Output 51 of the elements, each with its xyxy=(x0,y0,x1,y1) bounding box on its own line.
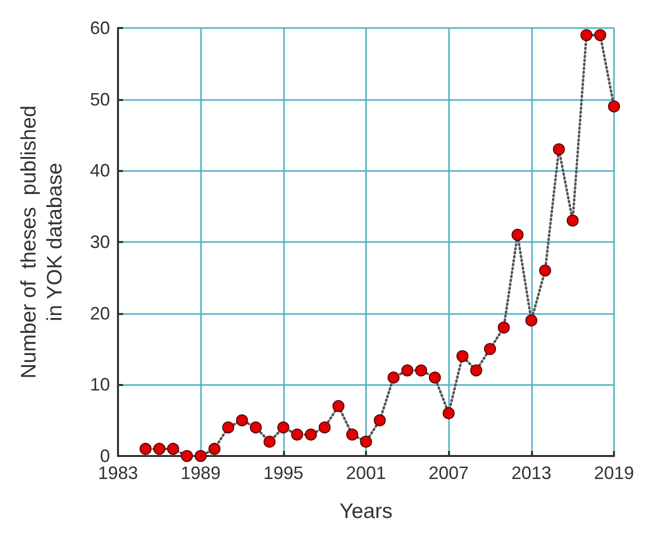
point xyxy=(304,428,317,441)
point xyxy=(470,364,482,376)
point xyxy=(566,214,579,227)
point xyxy=(180,450,193,462)
point xyxy=(332,400,344,412)
y-tick-label: 10 xyxy=(90,374,110,395)
point xyxy=(552,143,565,156)
x-tick-label: 1983 xyxy=(98,463,138,483)
y-tick-label: 60 xyxy=(90,18,110,38)
point xyxy=(291,428,304,441)
point xyxy=(277,421,290,434)
point xyxy=(580,29,592,42)
point xyxy=(208,442,220,455)
point xyxy=(512,228,524,241)
x-tick-label: 2007 xyxy=(428,463,469,483)
point xyxy=(456,350,468,362)
point xyxy=(222,421,234,434)
point xyxy=(484,343,496,355)
x-tick-label: 2019 xyxy=(594,463,634,483)
point xyxy=(442,407,455,420)
x-tick-label: 2001 xyxy=(346,463,386,483)
y-tick-label: 20 xyxy=(90,303,110,324)
y-tick-label: 30 xyxy=(90,232,110,252)
point xyxy=(401,364,414,376)
point xyxy=(140,442,152,455)
point xyxy=(250,421,262,434)
point xyxy=(525,314,538,326)
y-tick-label: 40 xyxy=(90,160,110,181)
point xyxy=(594,29,606,42)
point xyxy=(167,442,180,455)
point xyxy=(153,442,166,455)
point xyxy=(318,421,331,434)
point xyxy=(428,372,441,384)
point xyxy=(360,436,372,448)
point xyxy=(388,372,400,384)
point xyxy=(346,428,358,441)
point xyxy=(608,100,620,112)
x-tick-label: 1995 xyxy=(263,463,304,483)
point xyxy=(374,414,386,426)
point xyxy=(539,264,552,277)
x-tick-label: 2013 xyxy=(511,463,552,483)
point xyxy=(236,414,248,426)
point xyxy=(415,364,428,376)
point xyxy=(498,322,510,334)
point xyxy=(194,450,207,462)
y-tick-label: 0 xyxy=(100,446,110,466)
x-axis-title: Years xyxy=(340,500,392,523)
x-tick-label: 1989 xyxy=(180,463,221,483)
y-tick-label: 50 xyxy=(90,89,110,110)
y-axis-title: Number of theses published in YOK database xyxy=(18,105,66,379)
point xyxy=(264,436,276,448)
